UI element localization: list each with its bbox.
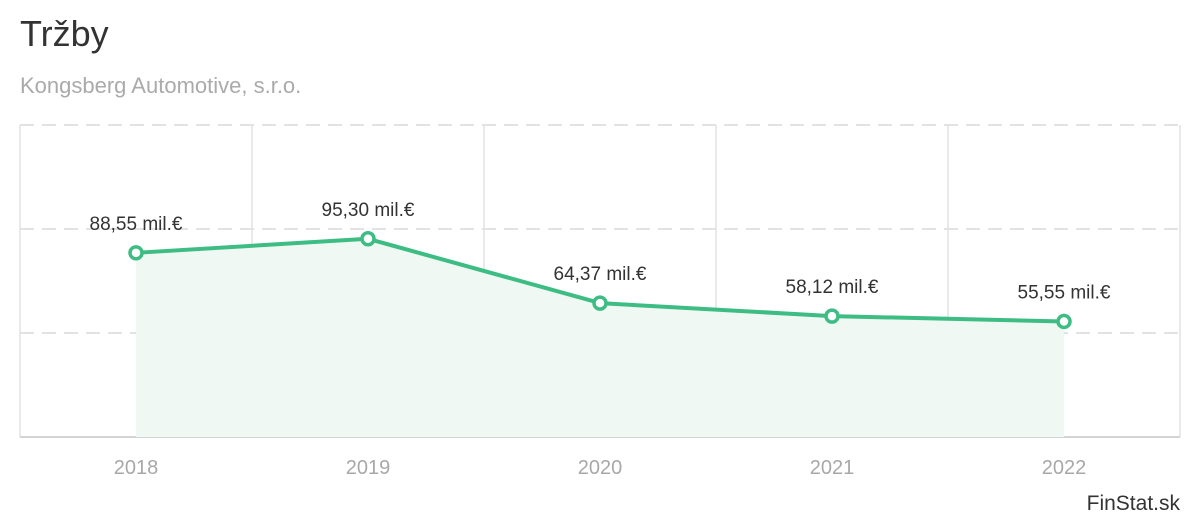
tick-layer: 2018 2019 2020 2021 2022 <box>114 457 1087 479</box>
point-layer <box>128 231 1072 330</box>
x-tick-label: 2021 <box>810 457 855 479</box>
label-layer: 88,55 mil.€ 95,30 mil.€ 64,37 mil.€ 58,12 m… <box>90 200 1111 304</box>
x-tick-label: 2022 <box>1042 457 1087 479</box>
data-label: 58,12 mil.€ <box>786 277 879 298</box>
data-label: 64,37 mil.€ <box>554 264 647 285</box>
data-label: 88,55 mil.€ <box>90 214 183 235</box>
area-layer <box>136 238 1064 437</box>
series-area <box>136 238 1064 437</box>
chart-subtitle: Kongsberg Automotive, s.r.o. <box>20 73 302 98</box>
x-tick-label: 2020 <box>578 457 623 479</box>
data-point <box>824 308 840 324</box>
x-tick-label: 2018 <box>114 457 159 479</box>
data-point <box>1056 313 1072 330</box>
data-point <box>360 231 376 247</box>
data-label: 95,30 mil.€ <box>322 200 415 221</box>
data-label: 55,55 mil.€ <box>1018 282 1111 303</box>
x-tick-label: 2019 <box>346 457 391 479</box>
chart-title: Tržby <box>20 13 109 54</box>
data-point <box>592 295 608 311</box>
finstat-credit[interactable]: FinStat.sk <box>1086 492 1180 515</box>
data-point <box>128 245 144 261</box>
